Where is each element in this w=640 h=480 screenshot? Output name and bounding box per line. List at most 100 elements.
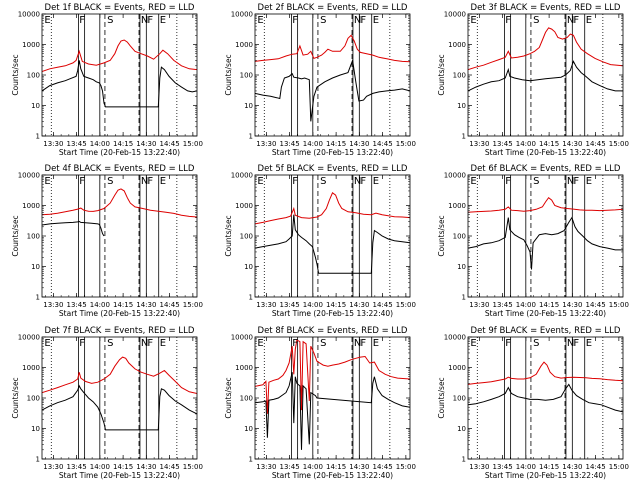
- x-tick-label: 15:00: [396, 301, 416, 309]
- x-tick-label: 15:00: [609, 301, 629, 309]
- marker-letter: S: [533, 176, 539, 187]
- y-tick-label: 1: [462, 456, 466, 464]
- plot-frame: [41, 336, 198, 460]
- y-tick-label: 10000: [18, 172, 40, 180]
- y-tick-label: 10000: [444, 11, 466, 19]
- marker-letter: S: [107, 15, 113, 26]
- y-tick-label: 10000: [18, 334, 40, 342]
- y-tick-label: 10000: [231, 334, 253, 342]
- plot-frame: [41, 174, 198, 298]
- marker-letter: E: [470, 176, 476, 187]
- x-tick-label: 13:30: [469, 140, 489, 148]
- x-tick-label: 15:00: [609, 140, 629, 148]
- x-tick-label: 13:30: [469, 463, 489, 471]
- series-events-line: [468, 383, 623, 413]
- x-tick-label: 14:30: [562, 463, 582, 471]
- marker-letter: N: [354, 176, 361, 187]
- panel-title: Det 3f BLACK = Events, RED = LLD: [471, 3, 621, 13]
- marker-letter: E: [470, 338, 476, 349]
- marker-letter: E: [160, 15, 166, 26]
- marker-letter: F: [505, 176, 511, 187]
- marker-letter: F: [147, 176, 153, 187]
- x-tick-label: 13:30: [43, 140, 63, 148]
- y-tick-label: 1000: [448, 364, 466, 372]
- series-lld-line: [468, 361, 623, 385]
- marker-letter: N: [567, 338, 574, 349]
- series-events-line: [255, 58, 410, 122]
- y-tick-label: 10: [31, 102, 40, 110]
- y-tick-label: 100: [240, 395, 253, 403]
- x-axis-label: Start Time (20-Feb-15 13:22:40): [272, 309, 393, 318]
- marker-letter: E: [373, 15, 379, 26]
- marker-letter: F: [360, 338, 366, 349]
- panel-title: Det 2f BLACK = Events, RED = LLD: [258, 3, 408, 13]
- y-tick-label: 1000: [235, 364, 253, 372]
- x-tick-label: 13:30: [469, 301, 489, 309]
- x-tick-label: 14:15: [326, 301, 346, 309]
- x-tick-label: 14:30: [136, 140, 156, 148]
- series-events-line: [42, 384, 197, 431]
- series-events-line: [468, 216, 623, 270]
- marker-letter: N: [141, 15, 148, 26]
- plot-frame: [41, 13, 198, 137]
- x-tick-label: 14:15: [539, 301, 559, 309]
- marker-letter: F: [292, 176, 298, 187]
- x-tick-label: 15:00: [396, 140, 416, 148]
- marker-letter: S: [533, 338, 539, 349]
- y-axis-label: Counts/sec: [224, 215, 233, 256]
- y-tick-label: 100: [27, 72, 40, 80]
- y-tick-label: 10000: [231, 172, 253, 180]
- y-axis-label: Counts/sec: [224, 54, 233, 95]
- marker-letter: F: [573, 176, 579, 187]
- x-tick-label: 14:15: [539, 140, 559, 148]
- y-tick-label: 1: [36, 456, 40, 464]
- x-tick-label: 14:15: [326, 463, 346, 471]
- x-tick-label: 14:00: [303, 140, 323, 148]
- marker-letter: E: [586, 15, 592, 26]
- series-lld-line: [255, 339, 410, 414]
- y-tick-label: 10: [457, 425, 466, 433]
- x-axis-label: Start Time (20-Feb-15 13:22:40): [485, 309, 606, 318]
- y-tick-label: 100: [27, 233, 40, 241]
- x-tick-label: 14:00: [516, 140, 536, 148]
- marker-letter: F: [147, 15, 153, 26]
- marker-letter: E: [586, 176, 592, 187]
- y-tick-label: 10: [457, 263, 466, 271]
- marker-letter: F: [79, 176, 85, 187]
- y-tick-label: 10: [31, 263, 40, 271]
- y-tick-label: 1000: [235, 202, 253, 210]
- x-tick-label: 14:30: [136, 301, 156, 309]
- marker-letter: F: [147, 338, 153, 349]
- marker-letter: E: [373, 338, 379, 349]
- y-tick-label: 1000: [448, 41, 466, 49]
- y-tick-label: 10: [244, 425, 253, 433]
- x-tick-label: 14:00: [90, 140, 110, 148]
- plot-frame: [254, 13, 411, 137]
- marker-letter: N: [354, 338, 361, 349]
- x-tick-label: 14:30: [349, 463, 369, 471]
- y-axis-label: Counts/sec: [11, 377, 20, 418]
- y-tick-label: 1: [462, 294, 466, 302]
- y-tick-label: 100: [453, 395, 466, 403]
- marker-letter: E: [257, 176, 263, 187]
- x-axis-label: Start Time (20-Feb-15 13:22:40): [485, 471, 606, 480]
- x-tick-label: 13:30: [43, 301, 63, 309]
- x-axis-label: Start Time (20-Feb-15 13:22:40): [272, 148, 393, 157]
- marker-letter: N: [141, 338, 148, 349]
- series-events-line: [42, 60, 197, 108]
- marker-letter: E: [44, 176, 50, 187]
- marker-letter: E: [257, 15, 263, 26]
- x-tick-label: 14:00: [303, 301, 323, 309]
- x-tick-label: 14:15: [326, 140, 346, 148]
- x-tick-label: 13:45: [67, 301, 87, 309]
- marker-letter: F: [79, 338, 85, 349]
- marker-letter: N: [567, 15, 574, 26]
- y-tick-label: 1000: [235, 41, 253, 49]
- y-axis-label: Counts/sec: [437, 215, 446, 256]
